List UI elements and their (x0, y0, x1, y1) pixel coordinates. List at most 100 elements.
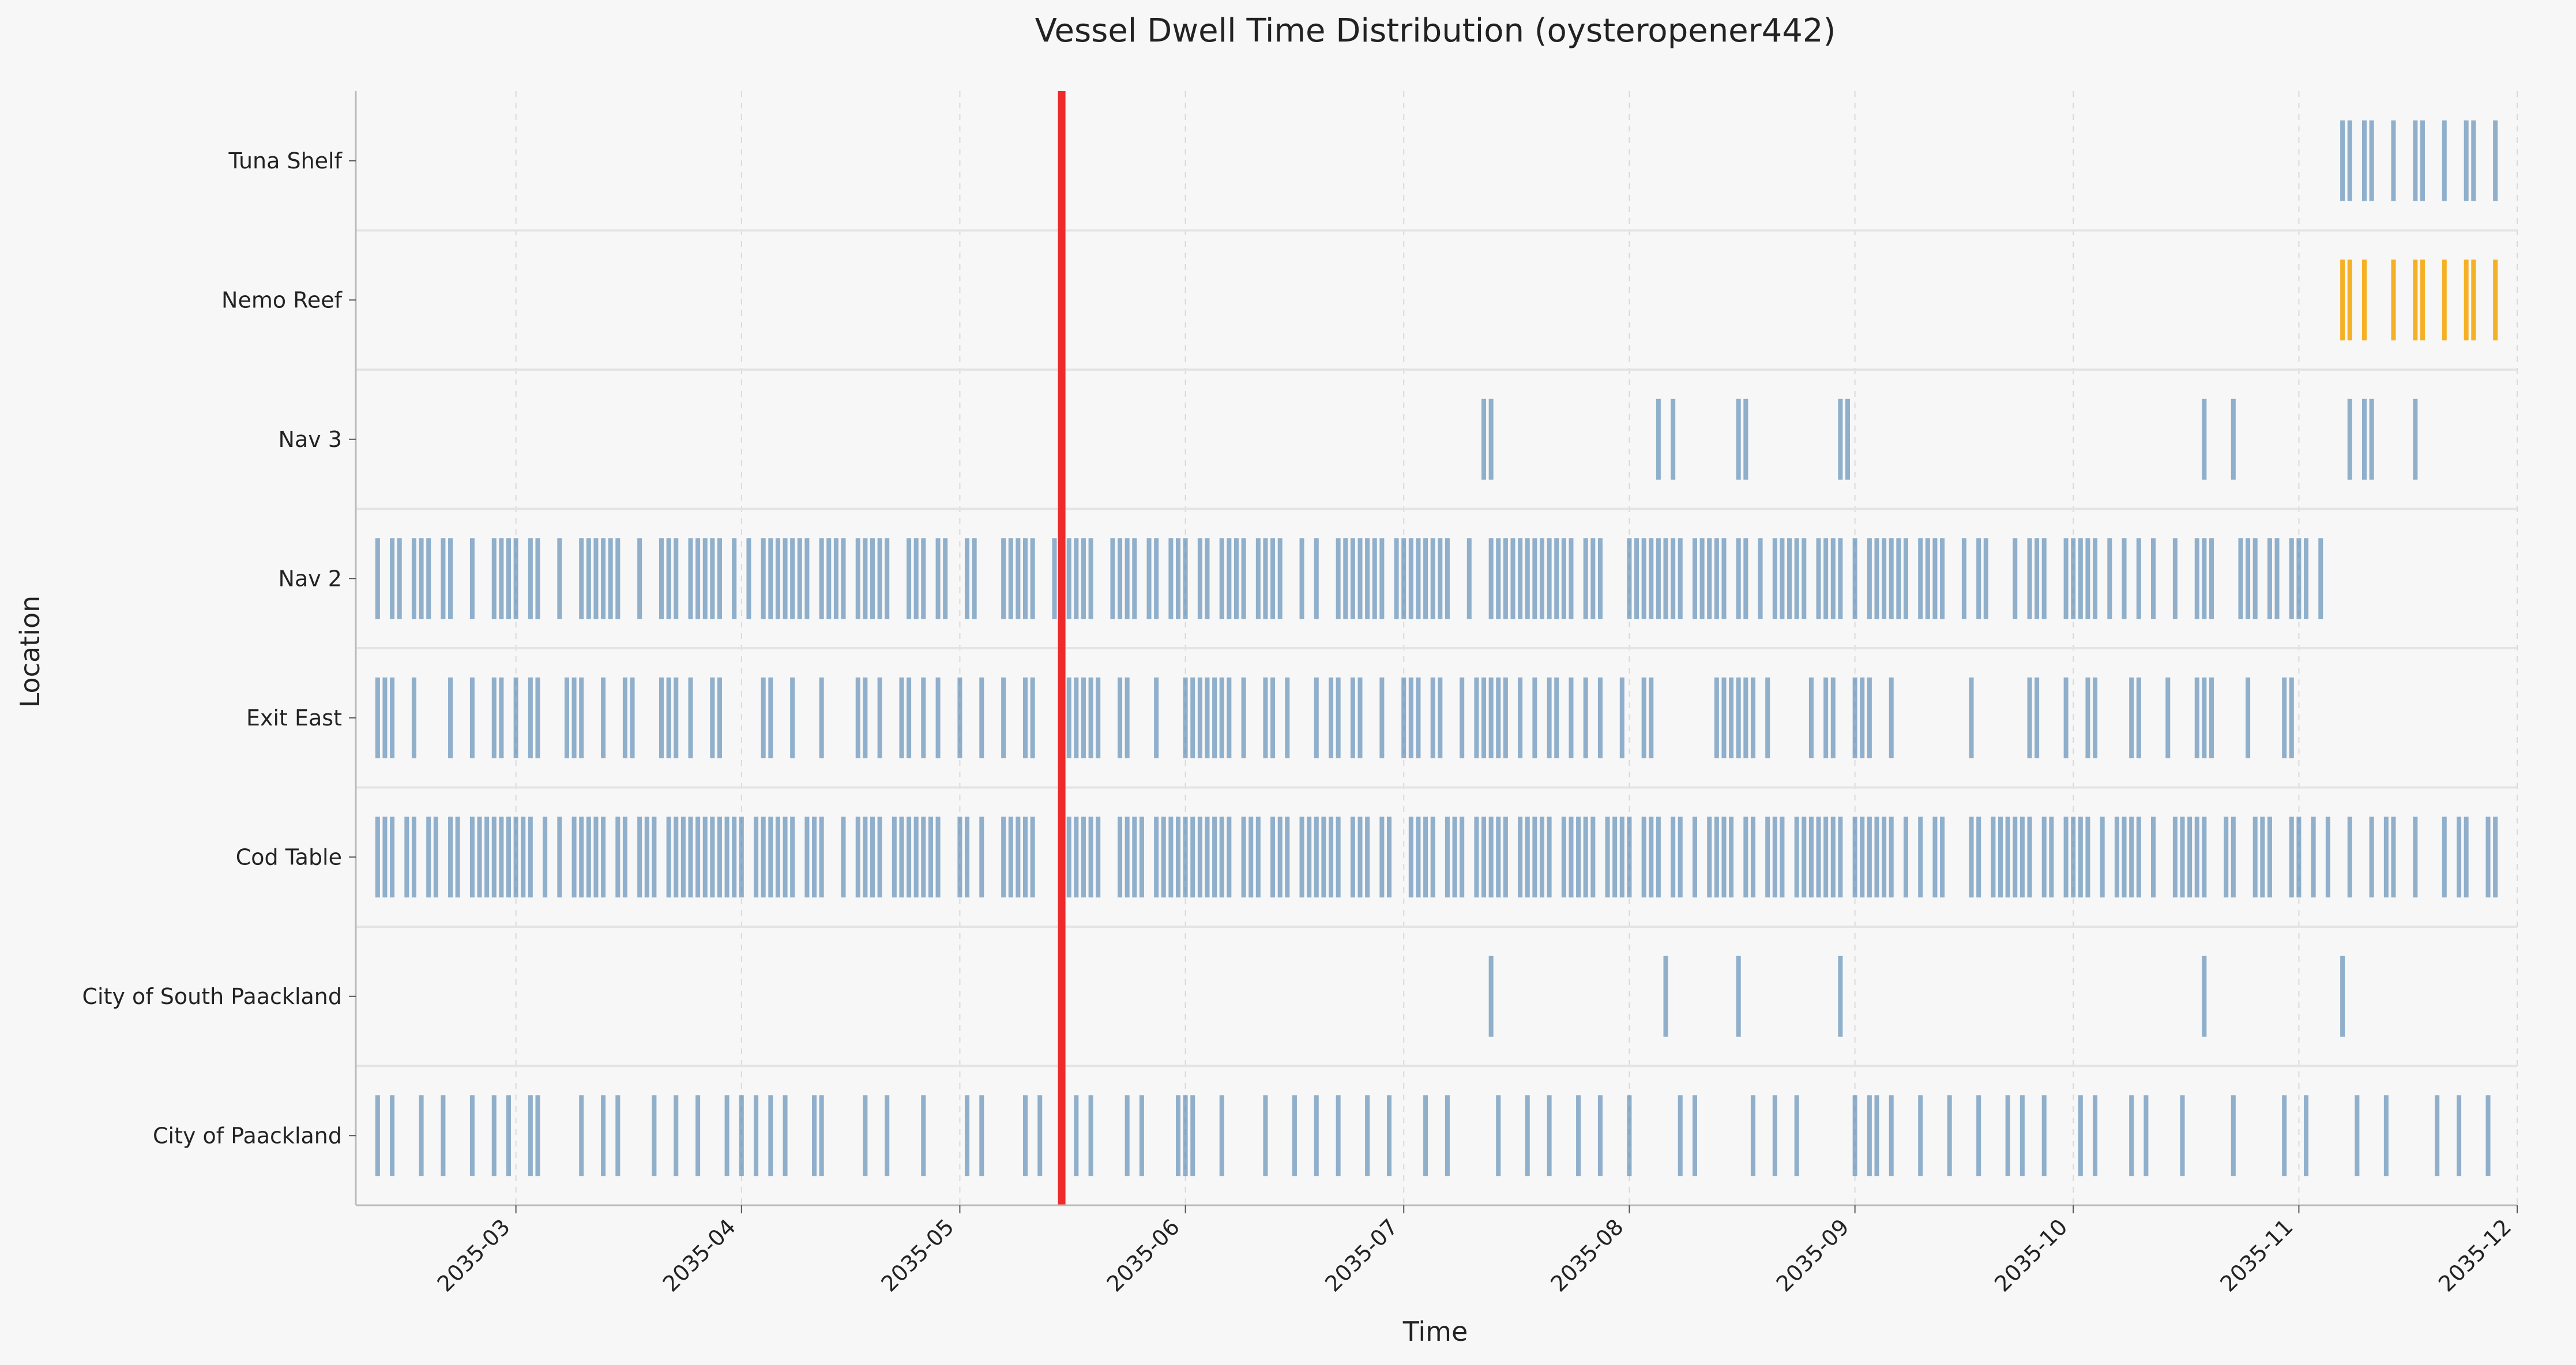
event-bar (1539, 817, 1544, 898)
y-tick-label: Nemo Reef (221, 287, 343, 313)
event-bar (1277, 817, 1283, 898)
event-bar (1022, 538, 1028, 619)
event-bar (1969, 817, 1974, 898)
event-bar (899, 677, 904, 758)
event-bar (491, 538, 497, 619)
event-bar (1758, 538, 1763, 619)
event-bar (768, 1095, 773, 1176)
event-bar (2231, 817, 2236, 898)
event-bar (1561, 817, 1566, 898)
y-tick-label: Tuna Shelf (228, 148, 343, 174)
event-bar (2267, 538, 2272, 619)
event-bar (1408, 817, 1413, 898)
event-bar (1190, 677, 1195, 758)
y-axis-ticks: Tuna Shelf Nemo Reef Nav 3 Nav 2 Exit East Co… (82, 148, 356, 1148)
event-bar (1656, 538, 1661, 619)
event-bar (1183, 538, 1188, 619)
event-bar (433, 817, 438, 898)
event-bar (1481, 677, 1487, 758)
event-bar (1750, 817, 1755, 898)
event-bar (1452, 817, 1457, 898)
event-bar (2252, 538, 2258, 619)
event-bar (863, 1095, 868, 1176)
event-bar (790, 817, 795, 898)
event-bar (593, 538, 599, 619)
event-bar (2209, 677, 2214, 758)
event-bar (1903, 538, 1908, 619)
event-bar (2289, 817, 2294, 898)
y-tick-label: Nav 2 (279, 566, 342, 591)
event-bar (1794, 538, 1799, 619)
y-tick-label: Nav 3 (279, 427, 342, 452)
event-bar (1350, 817, 1355, 898)
event-bar (1918, 817, 1923, 898)
event-bar (1569, 538, 1574, 619)
event-bar (863, 817, 868, 898)
event-bar (1430, 677, 1435, 758)
event-bar (2180, 817, 2185, 898)
event-bar (2209, 538, 2214, 619)
event-bar (1008, 538, 1013, 619)
event-bar (2085, 677, 2090, 758)
event-bar (1721, 817, 1727, 898)
event-bar (1212, 677, 1217, 758)
event-bar (2325, 817, 2330, 898)
event-bar (2194, 817, 2199, 898)
event-bar (1569, 817, 1574, 898)
event-bar (579, 817, 584, 898)
event-bar (579, 538, 584, 619)
event-bar (2187, 817, 2193, 898)
event-bar (1168, 817, 1174, 898)
event-bar (1096, 677, 1101, 758)
event-bar (506, 1095, 512, 1176)
event-bar (1255, 538, 1261, 619)
event-bar (666, 538, 671, 619)
event-bar (2202, 956, 2207, 1037)
event-bar (724, 817, 729, 898)
event-bar (2165, 677, 2171, 758)
event-bar (2435, 1095, 2440, 1176)
event-bar (535, 677, 540, 758)
event-bar (1808, 817, 1814, 898)
event-bar (426, 538, 431, 619)
event-bar (637, 817, 642, 898)
event-bar (499, 677, 504, 758)
event-bar (1081, 538, 1086, 619)
event-bar (695, 538, 701, 619)
event-bar (965, 1095, 970, 1176)
event-bar (1947, 1095, 1952, 1176)
event-bar (2093, 538, 2098, 619)
event-bar (1823, 817, 1829, 898)
event-bar (1830, 538, 1836, 619)
event-bar (1416, 677, 1421, 758)
event-bar (1481, 398, 1487, 480)
event-bar (1597, 538, 1603, 619)
event-bar (899, 817, 904, 898)
event-bar (2369, 398, 2374, 480)
event-bar (491, 1095, 497, 1176)
event-bar (761, 538, 766, 619)
event-bar (2129, 1095, 2134, 1176)
event-bar (2093, 677, 2098, 758)
event-bar (375, 817, 380, 898)
event-bar (608, 538, 613, 619)
event-bar (390, 538, 395, 619)
event-bar (1481, 817, 1487, 898)
event-bar (1547, 817, 1552, 898)
event-bar (1401, 538, 1407, 619)
event-bar (1830, 817, 1836, 898)
event-bar (593, 817, 599, 898)
event-bar (506, 538, 512, 619)
event-bar (1569, 677, 1574, 758)
event-bar (1350, 538, 1355, 619)
event-bar (2413, 120, 2418, 201)
event-bar (1314, 677, 1319, 758)
event-bar (1205, 817, 1210, 898)
event-bar (1736, 677, 1741, 758)
event-bar (1357, 538, 1363, 619)
event-bar (1816, 817, 1821, 898)
event-bar (1940, 538, 1945, 619)
event-bar (1998, 817, 2003, 898)
event-bar (2122, 538, 2127, 619)
event-bar (1838, 817, 1843, 898)
